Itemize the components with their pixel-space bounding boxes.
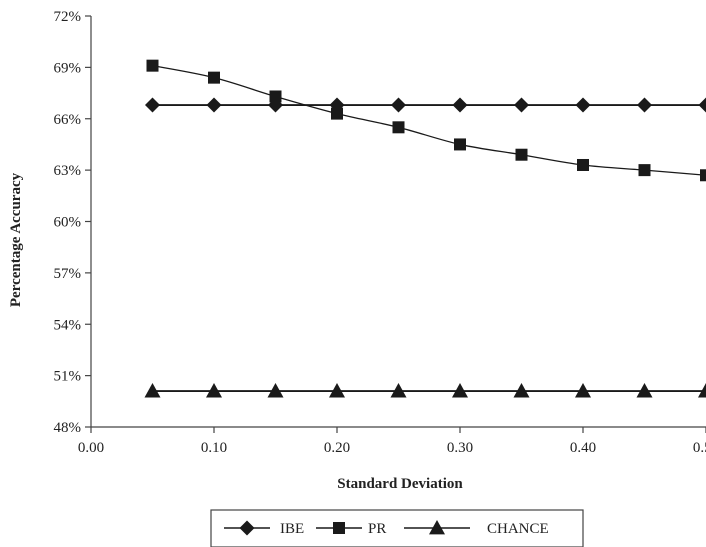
- data-point-chance: [206, 383, 222, 398]
- data-point-ibe: [514, 97, 529, 113]
- x-tick-label: 0.50: [693, 440, 706, 456]
- data-point-ibe: [575, 97, 591, 113]
- data-point-chance: [636, 383, 653, 398]
- legend-label-chance: CHANCE: [487, 521, 549, 537]
- data-point-chance: [144, 383, 161, 398]
- series-chance: [144, 383, 706, 398]
- data-point-chance: [267, 383, 284, 398]
- data-point-pr: [638, 164, 651, 177]
- x-tick-label: 0.30: [447, 440, 473, 456]
- data-point-chance: [329, 383, 345, 398]
- x-axis: 0.00 0.10 0.20 0.30 0.40 0.50: [78, 426, 706, 456]
- data-point-chance: [452, 383, 468, 398]
- legend-item-pr: PR: [316, 521, 386, 537]
- x-axis-title: Standard Deviation: [337, 476, 463, 492]
- data-point-ibe: [452, 97, 468, 113]
- legend: IBE PR CHANCE: [210, 509, 584, 547]
- legend-box: [210, 509, 584, 547]
- legend-item-ibe: IBE: [224, 520, 304, 537]
- legend-marker-pr: [333, 522, 345, 534]
- data-point-pr: [146, 59, 159, 72]
- data-point-pr: [577, 158, 589, 171]
- data-point-pr: [515, 148, 528, 161]
- series-pr: [146, 59, 706, 182]
- y-tick-label: 57%: [54, 266, 82, 282]
- data-point-chance: [390, 383, 407, 398]
- data-point-pr: [331, 107, 343, 120]
- y-axis: 48% 51% 54% 57% 60% 63% 66% 69% 72%: [54, 9, 92, 436]
- series-layer: [144, 59, 706, 398]
- y-tick-label: 63%: [54, 163, 82, 179]
- data-point-ibe: [145, 97, 160, 113]
- x-tick-label: 0.40: [570, 440, 596, 456]
- y-tick-label: 69%: [54, 60, 82, 76]
- y-tick-label: 48%: [54, 420, 82, 436]
- y-tick-label: 72%: [54, 9, 82, 25]
- data-point-pr: [392, 121, 405, 134]
- legend-label-pr: PR: [368, 521, 386, 537]
- y-tick-label: 66%: [54, 112, 82, 128]
- x-tick-label: 0.00: [78, 440, 104, 456]
- data-point-chance: [698, 383, 706, 398]
- x-tick-label: 0.10: [201, 440, 227, 456]
- series-line-pr: [152, 65, 706, 176]
- data-point-ibe: [206, 97, 222, 113]
- data-point-ibe: [637, 97, 652, 113]
- y-tick-label: 60%: [54, 215, 82, 231]
- legend-label-ibe: IBE: [280, 521, 304, 537]
- data-point-pr: [208, 71, 220, 84]
- legend-marker-ibe: [239, 520, 255, 536]
- data-point-ibe: [391, 97, 406, 113]
- legend-item-chance: CHANCE: [404, 520, 549, 537]
- data-point-pr: [454, 138, 466, 151]
- legend-marker-chance: [429, 520, 445, 535]
- series-ibe: [145, 97, 706, 113]
- data-point-pr: [269, 90, 282, 103]
- y-tick-label: 51%: [54, 369, 82, 385]
- data-point-pr: [700, 169, 706, 182]
- y-axis-title: Percentage Accuracy: [8, 172, 24, 307]
- data-point-chance: [575, 383, 591, 398]
- data-point-chance: [513, 383, 530, 398]
- data-point-ibe: [698, 97, 706, 113]
- y-tick-label: 54%: [54, 317, 82, 333]
- x-tick-label: 0.20: [324, 440, 350, 456]
